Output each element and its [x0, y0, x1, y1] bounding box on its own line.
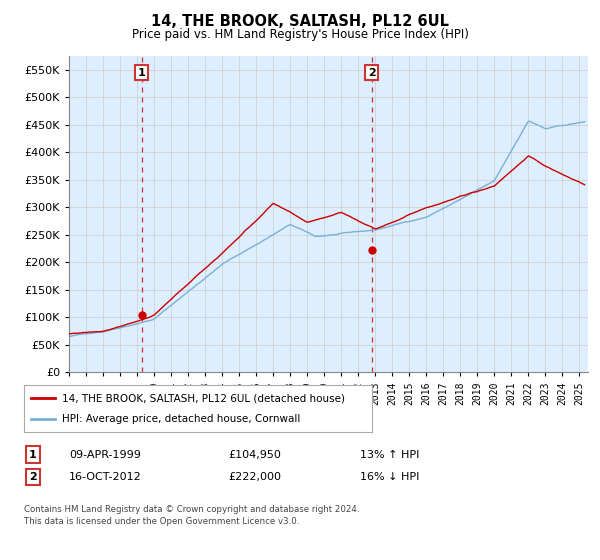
- Text: 13% ↑ HPI: 13% ↑ HPI: [360, 450, 419, 460]
- Text: Contains HM Land Registry data © Crown copyright and database right 2024.
This d: Contains HM Land Registry data © Crown c…: [24, 505, 359, 526]
- Text: 14, THE BROOK, SALTASH, PL12 6UL (detached house): 14, THE BROOK, SALTASH, PL12 6UL (detach…: [62, 393, 345, 403]
- Text: 2: 2: [29, 472, 37, 482]
- Text: 1: 1: [29, 450, 37, 460]
- Text: 14, THE BROOK, SALTASH, PL12 6UL: 14, THE BROOK, SALTASH, PL12 6UL: [151, 14, 449, 29]
- Text: £222,000: £222,000: [228, 472, 281, 482]
- Text: Price paid vs. HM Land Registry's House Price Index (HPI): Price paid vs. HM Land Registry's House …: [131, 28, 469, 41]
- Text: £104,950: £104,950: [228, 450, 281, 460]
- Text: 2: 2: [368, 68, 376, 77]
- Text: 16-OCT-2012: 16-OCT-2012: [69, 472, 142, 482]
- Text: 09-APR-1999: 09-APR-1999: [69, 450, 141, 460]
- Text: 1: 1: [138, 68, 146, 77]
- Text: HPI: Average price, detached house, Cornwall: HPI: Average price, detached house, Corn…: [62, 414, 301, 424]
- Text: 16% ↓ HPI: 16% ↓ HPI: [360, 472, 419, 482]
